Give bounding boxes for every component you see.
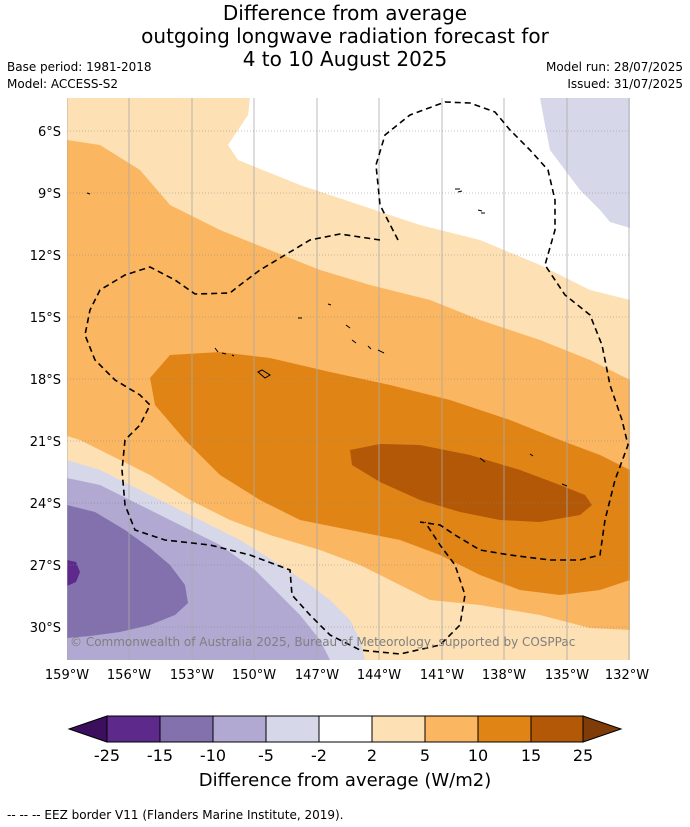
colorbar-swatch [371, 715, 426, 743]
colorbar [67, 715, 623, 743]
colorbar-swatch [424, 715, 479, 743]
base-period: Base period: 1981-2018 [7, 60, 152, 74]
lat-label: 27°S [30, 559, 61, 574]
colorbar-swatch [318, 715, 373, 743]
chart-title: Difference from average outgoing longwav… [0, 2, 690, 71]
colorbar-tick: -2 [311, 746, 327, 765]
lon-label: 141°W [420, 668, 464, 683]
colorbar-tick: -5 [258, 746, 274, 765]
colorbar-tick: -15 [147, 746, 173, 765]
colorbar-extend-high [582, 715, 623, 743]
title-line-2: outgoing longwave radiation forecast for [141, 24, 549, 48]
eez-border-north [375, 101, 629, 561]
colorbar-tick: 5 [420, 746, 430, 765]
title-line-3: 4 to 10 August 2025 [242, 47, 448, 71]
colorbar-tick: 2 [367, 746, 377, 765]
lat-label: 24°S [30, 497, 61, 512]
colorbar-swatch [530, 715, 584, 743]
colorbar-swatch [265, 715, 320, 743]
lon-label: 153°W [170, 668, 214, 683]
colorbar-swatch [212, 715, 267, 743]
eez-footnote: -- -- -- EEZ border V11 (Flanders Marine… [7, 808, 344, 822]
colorbar-tick: -10 [200, 746, 226, 765]
colorbar-tick: 25 [573, 746, 593, 765]
meta-left: Base period: 1981-2018 Model: ACCESS-S2 [7, 59, 152, 93]
lat-label: 6°S [38, 125, 61, 140]
copyright-text: © Commonwealth of Australia 2025, Bureau… [70, 635, 575, 649]
meta-right: Model run: 28/07/2025 Issued: 31/07/2025 [546, 59, 683, 93]
lon-label: 144°W [357, 668, 401, 683]
band-neg10-to-neg15 [67, 505, 188, 638]
contour-field [67, 98, 630, 660]
eez-border-west [84, 233, 466, 655]
colorbar-swatch [159, 715, 214, 743]
colorbar-ticks: -25 -15 -10 -5 -2 2 5 10 15 25 [94, 746, 593, 765]
model-name: Model: ACCESS-S2 [7, 77, 119, 91]
lon-labels: 159°W 156°W 153°W 150°W 147°W 144°W 141°… [45, 668, 649, 683]
lon-label: 159°W [45, 668, 89, 683]
colorbar-extend-low [67, 715, 108, 743]
lat-label: 30°S [30, 621, 61, 636]
lon-label: 156°W [107, 668, 151, 683]
title-line-1: Difference from average [222, 1, 468, 25]
issued-date: Issued: 31/07/2025 [567, 77, 683, 91]
lon-label: 138°W [482, 668, 526, 683]
colorbar-swatch [477, 715, 532, 743]
band-neg2-to-neg5-north [540, 98, 630, 228]
islands [86, 188, 568, 487]
colorbar-swatch [106, 715, 161, 743]
eez-borders [84, 101, 629, 655]
lon-label: 150°W [232, 668, 276, 683]
lon-label: 132°W [605, 668, 649, 683]
lon-label: 135°W [545, 668, 589, 683]
colorbar-tick: 15 [521, 746, 541, 765]
colorbar-tick: 10 [468, 746, 488, 765]
lat-label: 9°S [38, 187, 61, 202]
band-neg15-to-neg25 [67, 560, 80, 586]
model-run: Model run: 28/07/2025 [545, 60, 683, 74]
lat-gridlines [67, 130, 630, 628]
colorbar-tick: -25 [94, 746, 120, 765]
lat-labels: 6°S 9°S 12°S 15°S 18°S 21°S 24°S 27°S 30… [30, 125, 61, 636]
lon-label: 147°W [295, 668, 339, 683]
colorbar-label: Difference from average (W/m2) [198, 770, 492, 791]
lat-label: 18°S [30, 373, 61, 388]
lat-label: 15°S [30, 311, 61, 326]
lat-label: 21°S [30, 435, 61, 450]
band-15-to-25 [350, 444, 592, 522]
lat-label: 12°S [30, 249, 61, 264]
